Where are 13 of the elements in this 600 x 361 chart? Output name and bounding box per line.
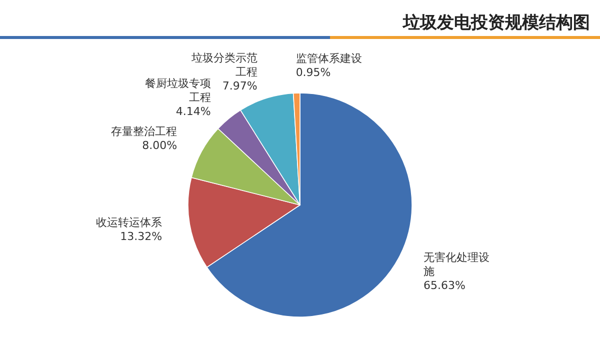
chart-title: 垃圾发电投资规模结构图 [402, 13, 590, 33]
slice-label: 收运转运体系 [96, 216, 162, 229]
slice-label: 无害化处理设施 [423, 250, 490, 278]
data-label: 8.00% [142, 139, 178, 152]
slice-label: 存量整治工程 [111, 125, 178, 138]
data-label: 13.32% [120, 230, 162, 243]
slice-label: 餐厨垃圾专项工程 [144, 77, 211, 104]
data-label: 0.95% [296, 66, 331, 80]
slice-label: 监管体系建设 [296, 52, 362, 66]
data-label: 65.63% [423, 278, 466, 292]
slice-label: 垃圾分类示范工程 [190, 52, 258, 79]
data-label: 7.97% [222, 80, 258, 93]
data-label: 4.14% [176, 105, 211, 118]
